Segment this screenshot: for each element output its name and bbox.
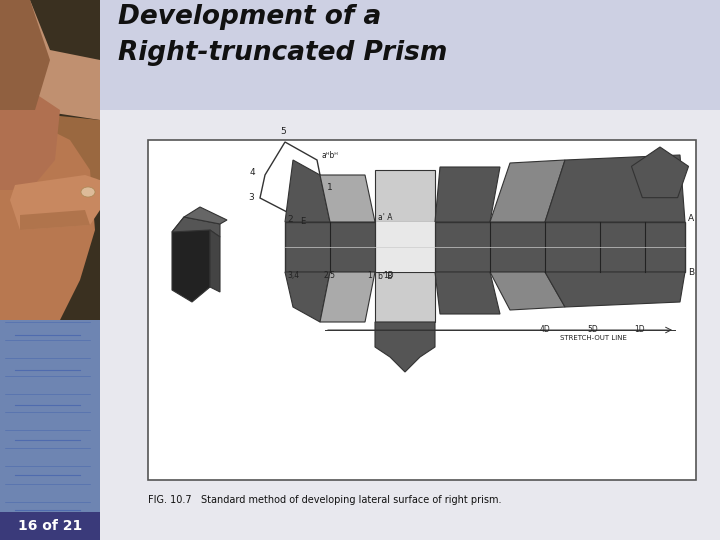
Text: 3: 3 (248, 193, 254, 202)
Text: 3,4: 3,4 (287, 271, 299, 280)
Ellipse shape (81, 187, 95, 197)
Bar (100, 110, 720, 540)
Polygon shape (285, 272, 330, 322)
Polygon shape (490, 272, 565, 310)
Text: STRETCH-OUT LINE: STRETCH-OUT LINE (560, 335, 627, 341)
Text: 2,5: 2,5 (323, 271, 335, 280)
Text: 5D: 5D (588, 325, 598, 334)
Text: 5: 5 (280, 127, 286, 136)
Polygon shape (375, 170, 435, 222)
Bar (0, 320, 100, 540)
Text: B: B (688, 268, 694, 277)
Polygon shape (30, 0, 100, 120)
Text: 1: 1 (327, 183, 333, 192)
Polygon shape (0, 90, 60, 190)
Polygon shape (631, 147, 688, 198)
Polygon shape (285, 160, 330, 222)
Text: 16 of 21: 16 of 21 (18, 519, 82, 533)
Bar (148, 140, 696, 480)
Polygon shape (172, 217, 210, 302)
Polygon shape (320, 175, 375, 222)
Text: 1: 1 (367, 271, 372, 280)
Polygon shape (0, 0, 50, 110)
Polygon shape (545, 272, 685, 307)
Polygon shape (490, 160, 565, 222)
Polygon shape (320, 272, 375, 322)
Text: 4: 4 (249, 168, 255, 177)
Polygon shape (10, 175, 100, 230)
Text: E: E (300, 217, 305, 226)
Bar (285, 222, 685, 272)
Text: 4D: 4D (539, 325, 550, 334)
Polygon shape (20, 210, 90, 230)
Bar (100, 0, 720, 110)
Polygon shape (0, 120, 95, 320)
Polygon shape (184, 207, 227, 224)
Text: FIG. 10.7   Standard method of developing lateral surface of right prism.: FIG. 10.7 Standard method of developing … (148, 495, 502, 505)
Polygon shape (0, 110, 100, 180)
Text: 1D: 1D (383, 271, 394, 280)
Polygon shape (210, 230, 220, 292)
Polygon shape (375, 272, 435, 322)
Polygon shape (172, 217, 220, 237)
Polygon shape (435, 167, 500, 222)
Polygon shape (435, 272, 500, 314)
Text: a' A: a' A (378, 213, 392, 222)
Text: 1D: 1D (635, 325, 645, 334)
Text: Right-truncated Prism: Right-truncated Prism (118, 40, 447, 66)
Bar (375, 222, 435, 272)
Text: aᴴbᴴ: aᴴbᴴ (321, 151, 338, 160)
Text: b' B: b' B (378, 272, 392, 281)
Text: Development of a: Development of a (118, 4, 382, 30)
Bar (0, 0, 100, 540)
Bar (0, 512, 100, 540)
Polygon shape (375, 322, 435, 372)
Bar (0, 320, 100, 540)
Polygon shape (545, 155, 685, 222)
Text: A: A (688, 214, 694, 223)
Text: 2: 2 (287, 215, 293, 224)
